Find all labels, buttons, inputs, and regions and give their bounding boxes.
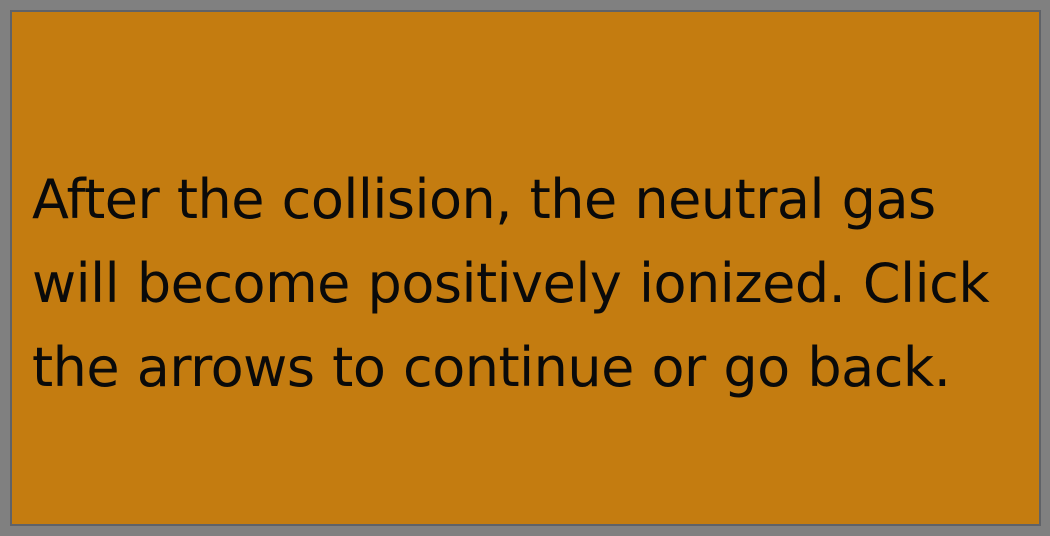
message-panel: After the collision, the neutral gas wil…: [10, 10, 1041, 526]
instruction-text: After the collision, the neutral gas wil…: [32, 168, 990, 399]
